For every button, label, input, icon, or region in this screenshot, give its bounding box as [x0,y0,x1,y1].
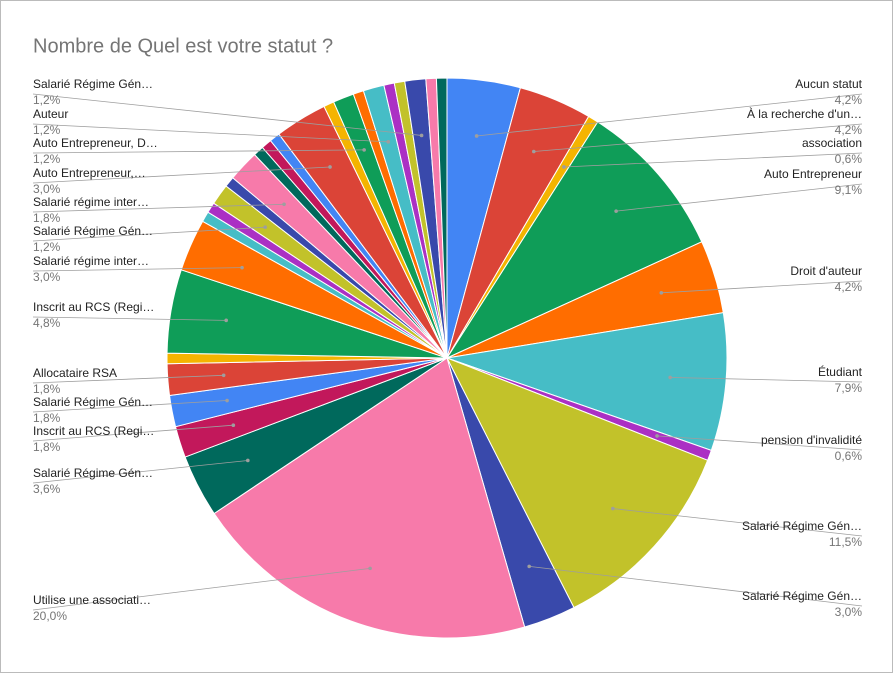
slice-value-label: 4,8% [33,316,61,330]
leader-line [32,424,234,442]
leader-dot [368,566,372,571]
leader-line [32,567,371,611]
pie-slice [213,357,526,639]
leader-line [476,93,863,137]
leader-dot [282,202,286,207]
slice-label: À la recherche d'un… [747,106,862,121]
leader-dot [225,398,229,403]
slice-value-label: 1,2% [33,240,61,254]
slice-value-label: 4,2% [835,123,863,137]
slice-label: Auto Entrepreneur, D… [33,136,158,150]
leader-dot [655,434,659,438]
leader-line [661,280,863,294]
leader-dot [474,134,479,138]
leader-line [533,123,863,152]
slice-value-label: 4,2% [835,93,863,107]
slice-value-label: 0,6% [835,152,863,166]
leader-line [616,183,863,212]
slice-value-label: 3,0% [835,605,863,619]
slice-value-label: 3,0% [33,270,61,284]
slice-label: association [802,136,862,150]
slice-value-label: 1,2% [33,123,61,137]
slice-value-label: 20,0% [33,609,67,623]
pie-slice [435,77,448,359]
slice-label: Salarié régime inter… [33,195,149,209]
slice-label: Salarié Régime Gén… [33,224,153,238]
pie-slice [445,121,703,360]
leader-dot [224,318,228,323]
leader-dot [419,133,424,138]
leader-line [32,203,285,213]
slice-label: Allocataire RSA [33,366,117,380]
slice-label: Inscrit au RCS (Regi… [33,424,154,438]
leader-line [656,435,863,451]
leader-line [529,565,863,607]
slice-label: Salarié Régime Gén… [742,519,862,533]
slice-value-label: 3,0% [33,182,61,196]
leader-dot [611,506,615,511]
slice-value-label: 1,8% [33,211,61,225]
slice-label: Salarié Régime Gén… [33,466,153,480]
leader-dot [527,564,531,569]
leader-dot [328,165,332,169]
leader-line [32,460,248,484]
leader-dot [263,225,267,229]
slice-label: pension d'invalidité [761,433,862,447]
leader-line [32,93,422,136]
slice-label: Auteur [33,107,68,121]
slice-label: Inscrit au RCS (Regi… [33,300,154,314]
slice-value-label: 4,2% [835,280,863,294]
leader-line [32,149,365,154]
leader-dot [659,291,664,295]
slice-label: Salarié Régime Gén… [33,395,153,409]
slice-label: Aucun statut [795,77,862,91]
leader-line [612,508,863,537]
slice-value-label: 7,9% [835,381,863,395]
leader-dot [240,265,244,270]
leader-dot [614,209,618,213]
slice-value-label: 1,8% [33,411,61,425]
leader-dot [246,458,250,463]
slice-value-label: 9,1% [835,183,863,197]
slice-label: Utilise une associati… [33,593,151,607]
leader-line [32,374,224,384]
slice-label: Salarié Régime Gén… [33,77,153,91]
slice-label: Droit d'auteur [790,264,862,278]
chart-title: Nombre de Quel est votre statut ? [33,35,333,57]
leader-line [32,166,331,184]
slice-label: Auto Entrepreneur [764,167,862,181]
slice-value-label: 1,8% [33,440,61,454]
leader-line [32,316,227,321]
slice-label: Salarié Régime Gén… [742,589,862,603]
slice-value-label: 11,5% [829,535,862,549]
slice-value-label: 3,6% [33,482,61,496]
pie-slice [446,312,728,452]
slice-label: Étudiant [818,364,863,379]
leader-line [32,400,228,413]
leader-line [32,226,266,242]
slice-value-label: 1,8% [33,382,61,396]
leader-dot [668,375,672,380]
slice-label: Salarié régime inter… [33,254,149,268]
leader-dot [531,149,536,154]
leader-line [563,152,863,168]
slice-value-label: 1,2% [33,152,61,166]
leader-line [32,267,243,272]
leader-dot [231,423,236,427]
leader-line [32,123,389,143]
leader-dot [562,165,566,169]
slice-value-label: 1,2% [33,93,61,107]
slice-label: Auto Entrepreneur,… [33,166,146,180]
slice-value-label: 0,6% [835,449,863,463]
leader-line [670,377,863,383]
leader-dot [221,373,226,378]
leader-dot [386,140,391,144]
leader-dot [362,148,366,152]
pie-slice [445,357,709,609]
